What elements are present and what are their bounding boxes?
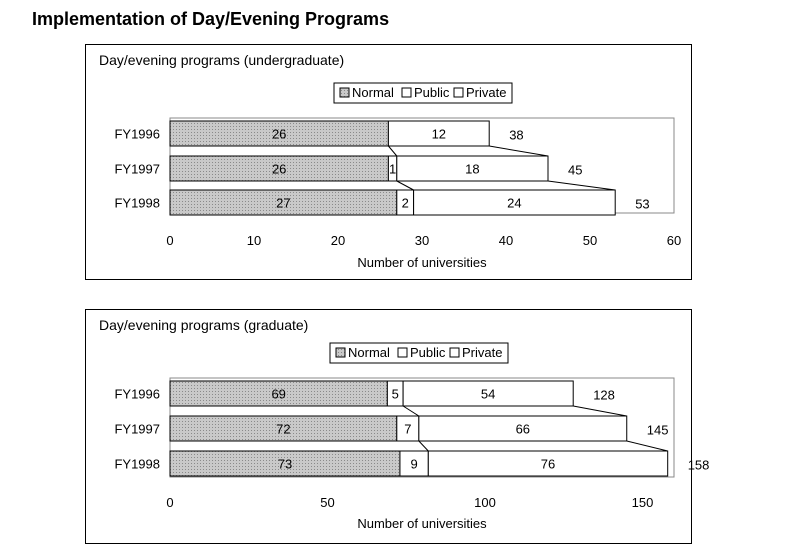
legend-swatch-normal — [335, 347, 346, 358]
data-label-normal-fy1996: 26 — [272, 127, 286, 142]
category-label-fy1996: FY1996 — [114, 127, 160, 142]
legend-swatch-public — [397, 347, 408, 358]
chart-panel-graduate: Day/evening programs (graduate) Normal Pub… — [85, 309, 709, 544]
chart-graduate: Day/evening programs (graduate) Normal Pub… — [99, 317, 709, 531]
x-tick-label: 10 — [247, 233, 261, 248]
chart-title: Day/evening programs (graduate) — [99, 317, 308, 333]
x-tick-label: 150 — [632, 495, 654, 510]
total-label-fy1996: 128 — [593, 388, 615, 403]
x-tick-label: 0 — [166, 495, 173, 510]
data-label-private-fy1997: 18 — [465, 162, 479, 177]
legend-label-public: Public — [410, 345, 446, 360]
data-label-public-fy1998: 2 — [402, 196, 409, 211]
bar-public-fy1998 — [399, 450, 429, 477]
data-label-private-fy1998: 76 — [541, 457, 555, 472]
legend-box — [329, 342, 509, 364]
chart-title: Day/evening programs (undergraduate) — [99, 52, 344, 68]
bar-normal-fy1998 — [169, 450, 401, 477]
total-label-fy1996: 38 — [509, 128, 523, 143]
series-line-public — [396, 180, 414, 191]
series-line-public — [388, 145, 398, 157]
x-tick-label: 0 — [166, 233, 173, 248]
data-label-normal-fy1997: 26 — [272, 162, 286, 177]
total-label-fy1997: 45 — [568, 163, 582, 178]
x-tick-label: 100 — [474, 495, 496, 510]
legend-swatch-public — [401, 87, 412, 98]
total-label-fy1998: 53 — [635, 197, 649, 212]
legend-box — [333, 82, 513, 104]
legend-label-normal: Normal — [352, 85, 394, 100]
data-label-private-fy1997: 66 — [516, 422, 530, 437]
series-line-private — [573, 405, 627, 417]
bar-private-fy1998 — [427, 450, 669, 477]
bar-private-fy1996 — [402, 380, 574, 407]
category-label-fy1997: FY1997 — [114, 162, 160, 177]
total-label-fy1997: 145 — [647, 423, 669, 438]
category-label-fy1996: FY1996 — [114, 387, 160, 402]
category-label-fy1997: FY1997 — [114, 422, 160, 437]
legend-swatch-normal — [339, 87, 350, 98]
total-label-fy1998: 158 — [688, 458, 710, 473]
legend-swatch-private — [449, 347, 460, 358]
data-label-public-fy1997: 1 — [389, 162, 396, 177]
series-line-public — [418, 440, 429, 452]
data-label-public-fy1997: 7 — [404, 422, 411, 437]
data-label-private-fy1998: 24 — [507, 196, 521, 211]
data-label-private-fy1996: 12 — [432, 127, 446, 142]
bar-normal-fy1996 — [169, 380, 388, 407]
series-line-private — [547, 180, 616, 191]
series-line-public — [402, 405, 420, 417]
bar-normal-fy1998 — [169, 189, 398, 216]
legend-swatch-private — [453, 87, 464, 98]
x-tick-label: 50 — [320, 495, 334, 510]
series-line-private — [626, 440, 668, 452]
x-axis-label: Number of universities — [357, 516, 487, 531]
category-label-fy1998: FY1998 — [114, 196, 160, 211]
data-label-private-fy1996: 54 — [481, 387, 495, 402]
data-label-normal-fy1996: 69 — [271, 387, 285, 402]
bar-private-fy1998 — [413, 189, 616, 216]
legend-label-public: Public — [414, 85, 450, 100]
x-tick-label: 50 — [583, 233, 597, 248]
bar-normal-fy1997 — [169, 415, 398, 442]
series-line-private — [489, 145, 549, 157]
x-axis-label: Number of universities — [357, 255, 487, 270]
x-tick-label: 30 — [415, 233, 429, 248]
x-tick-label: 40 — [499, 233, 513, 248]
data-label-normal-fy1998: 73 — [278, 457, 292, 472]
legend-label-normal: Normal — [348, 345, 390, 360]
x-tick-label: 20 — [331, 233, 345, 248]
data-label-public-fy1998: 9 — [411, 457, 418, 472]
chart-undergraduate: Day/evening programs (undergraduate) Norm… — [99, 52, 681, 270]
legend-label-private: Private — [466, 85, 506, 100]
category-label-fy1998: FY1998 — [114, 457, 160, 472]
bar-private-fy1997 — [396, 155, 549, 182]
legend-label-private: Private — [462, 345, 502, 360]
chart-panel-undergraduate: Day/evening programs (undergraduate) Norm… — [85, 44, 692, 280]
data-label-normal-fy1998: 27 — [276, 196, 290, 211]
page-title: Implementation of Day/Evening Programs — [32, 9, 390, 29]
x-tick-label: 60 — [667, 233, 681, 248]
data-label-public-fy1996: 5 — [392, 387, 399, 402]
bar-private-fy1996 — [387, 120, 490, 147]
data-label-normal-fy1997: 72 — [276, 422, 290, 437]
bar-private-fy1997 — [418, 415, 628, 442]
bar-normal-fy1996 — [169, 120, 389, 147]
